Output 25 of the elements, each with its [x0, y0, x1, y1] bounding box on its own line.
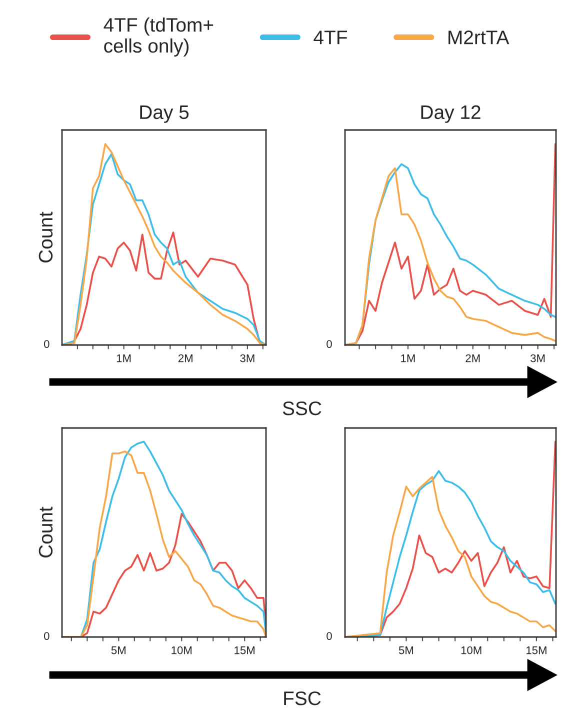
x-tick-label: 15M — [526, 646, 546, 654]
text: 0 — [326, 340, 332, 348]
chart-title: Day 5 — [140, 106, 189, 123]
x-tick-label: 2M — [466, 354, 480, 362]
legend-label: M2rtTA — [448, 30, 510, 44]
y-axis-title: Count — [38, 212, 53, 262]
x-tick-label: 5M — [398, 646, 414, 654]
text: 0 — [44, 632, 50, 640]
x-axis-title: FSC — [284, 691, 321, 706]
x-tick-label: 5M — [111, 646, 126, 654]
y-axis-title: Count — [38, 506, 53, 558]
chart-title: Day 12 — [421, 105, 480, 123]
legend-label: 4TF (tdTom+ cells only) — [104, 18, 214, 57]
x-tick-label: 2M — [178, 354, 192, 362]
x-tick-label: 15M — [234, 646, 254, 654]
text: 0 — [44, 340, 50, 348]
legend-label: 4TF — [314, 30, 348, 44]
x-tick-label: 10M — [172, 646, 192, 654]
x-tick-label: 3M — [240, 354, 254, 362]
x-tick-label: 3M — [530, 354, 545, 362]
text: 0 — [326, 632, 332, 640]
x-tick-label: 10M — [461, 646, 482, 654]
x-axis-title: SSC — [282, 401, 322, 416]
x-tick-label: 1M — [116, 354, 131, 362]
x-tick-label: 1M — [401, 354, 415, 362]
